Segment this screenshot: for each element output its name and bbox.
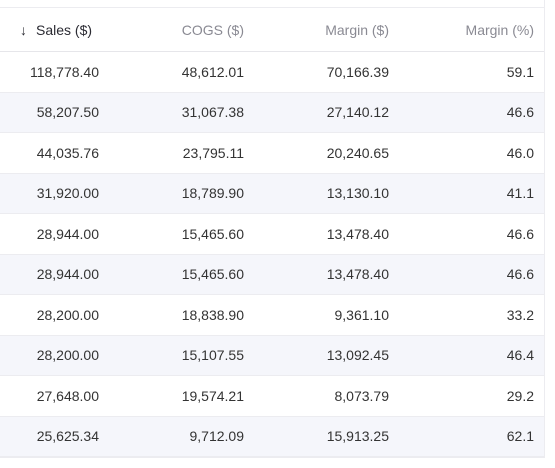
- table-row: 28,200.00 18,838.90 9,361.10 33.2: [0, 295, 544, 336]
- margin-percent-cell: 46.6: [506, 266, 534, 283]
- table-row: 25,625.34 9,712.09 15,913.25 62.1: [0, 416, 544, 457]
- sales-cell: 58,207.50: [36, 104, 99, 121]
- table-row: 28,944.00 15,465.60 13,478.40 46.6: [0, 214, 544, 255]
- cogs-cell: 19,574.21: [181, 387, 244, 404]
- margin-percent-cell: 46.6: [506, 104, 534, 121]
- margin-dollars-cell: 13,478.40: [326, 266, 389, 283]
- sales-cell: 28,200.00: [36, 306, 99, 323]
- column-header-sales[interactable]: ↓ Sales ($): [0, 8, 140, 51]
- margin-dollars-cell: 8,073.79: [334, 387, 390, 404]
- sales-cell: 31,920.00: [36, 185, 99, 202]
- column-header-label: Margin (%): [465, 21, 534, 38]
- margin-percent-cell: 33.2: [506, 306, 534, 323]
- margin-percent-cell: 46.0: [506, 144, 534, 161]
- table-top-border: [0, 7, 544, 8]
- sales-cell: 28,200.00: [36, 347, 99, 364]
- table-row: 27,648.00 19,574.21 8,073.79 29.2: [0, 376, 544, 417]
- table-row: 28,200.00 15,107.55 13,092.45 46.4: [0, 335, 544, 376]
- margin-percent-cell: 62.1: [506, 428, 534, 445]
- margin-dollars-cell: 13,130.10: [326, 185, 389, 202]
- margin-dollars-cell: 13,092.45: [326, 347, 389, 364]
- margin-dollars-cell: 27,140.12: [326, 104, 389, 121]
- margin-percent-cell: 59.1: [506, 63, 534, 80]
- sales-cell: 44,035.76: [36, 144, 99, 161]
- cogs-cell: 18,789.90: [181, 185, 244, 202]
- margin-percent-cell: 46.4: [506, 347, 534, 364]
- table-row: 58,207.50 31,067.38 27,140.12 46.6: [0, 92, 544, 133]
- column-header-label: Margin ($): [325, 21, 389, 38]
- sort-descending-icon: ↓: [20, 21, 27, 38]
- margin-percent-cell: 29.2: [506, 387, 534, 404]
- cogs-cell: 18,838.90: [181, 306, 244, 323]
- margin-dollars-cell: 15,913.25: [326, 428, 389, 445]
- margin-dollars-cell: 20,240.65: [326, 144, 389, 161]
- sales-cell: 25,625.34: [36, 428, 99, 445]
- column-header-label: COGS ($): [181, 21, 244, 38]
- table-row: 28,944.00 15,465.60 13,478.40 46.6: [0, 254, 544, 295]
- table-header-row: ↓ Sales ($) COGS ($) Margin ($) Margin (…: [0, 8, 544, 52]
- margin-dollars-cell: 70,166.39: [326, 63, 389, 80]
- margin-dollars-cell: 13,478.40: [326, 225, 389, 242]
- cogs-cell: 31,067.38: [181, 104, 244, 121]
- data-table: ↓ Sales ($) COGS ($) Margin ($) Margin (…: [0, 0, 545, 458]
- cogs-cell: 15,465.60: [181, 266, 244, 283]
- sales-cell: 27,648.00: [36, 387, 99, 404]
- cogs-cell: 9,712.09: [189, 428, 245, 445]
- margin-percent-cell: 46.6: [506, 225, 534, 242]
- cogs-cell: 23,795.11: [182, 144, 244, 161]
- margin-dollars-cell: 9,361.10: [334, 306, 390, 323]
- margin-percent-cell: 41.1: [506, 185, 534, 202]
- column-header-margin-percent[interactable]: Margin (%): [389, 8, 534, 51]
- cogs-cell: 15,107.55: [181, 347, 244, 364]
- sales-cell: 28,944.00: [36, 225, 99, 242]
- table-row: 118,778.40 48,612.01 70,166.39 59.1: [0, 52, 544, 93]
- sales-cell: 118,778.40: [29, 63, 99, 80]
- column-header-cogs[interactable]: COGS ($): [99, 8, 244, 51]
- cogs-cell: 48,612.01: [181, 63, 244, 80]
- cogs-cell: 15,465.60: [181, 225, 244, 242]
- column-header-margin-dollars[interactable]: Margin ($): [244, 8, 389, 51]
- table-row: 31,920.00 18,789.90 13,130.10 41.1: [0, 173, 544, 214]
- sales-cell: 28,944.00: [36, 266, 99, 283]
- table-row: 44,035.76 23,795.11 20,240.65 46.0: [0, 133, 544, 174]
- column-header-label: Sales ($): [36, 21, 93, 38]
